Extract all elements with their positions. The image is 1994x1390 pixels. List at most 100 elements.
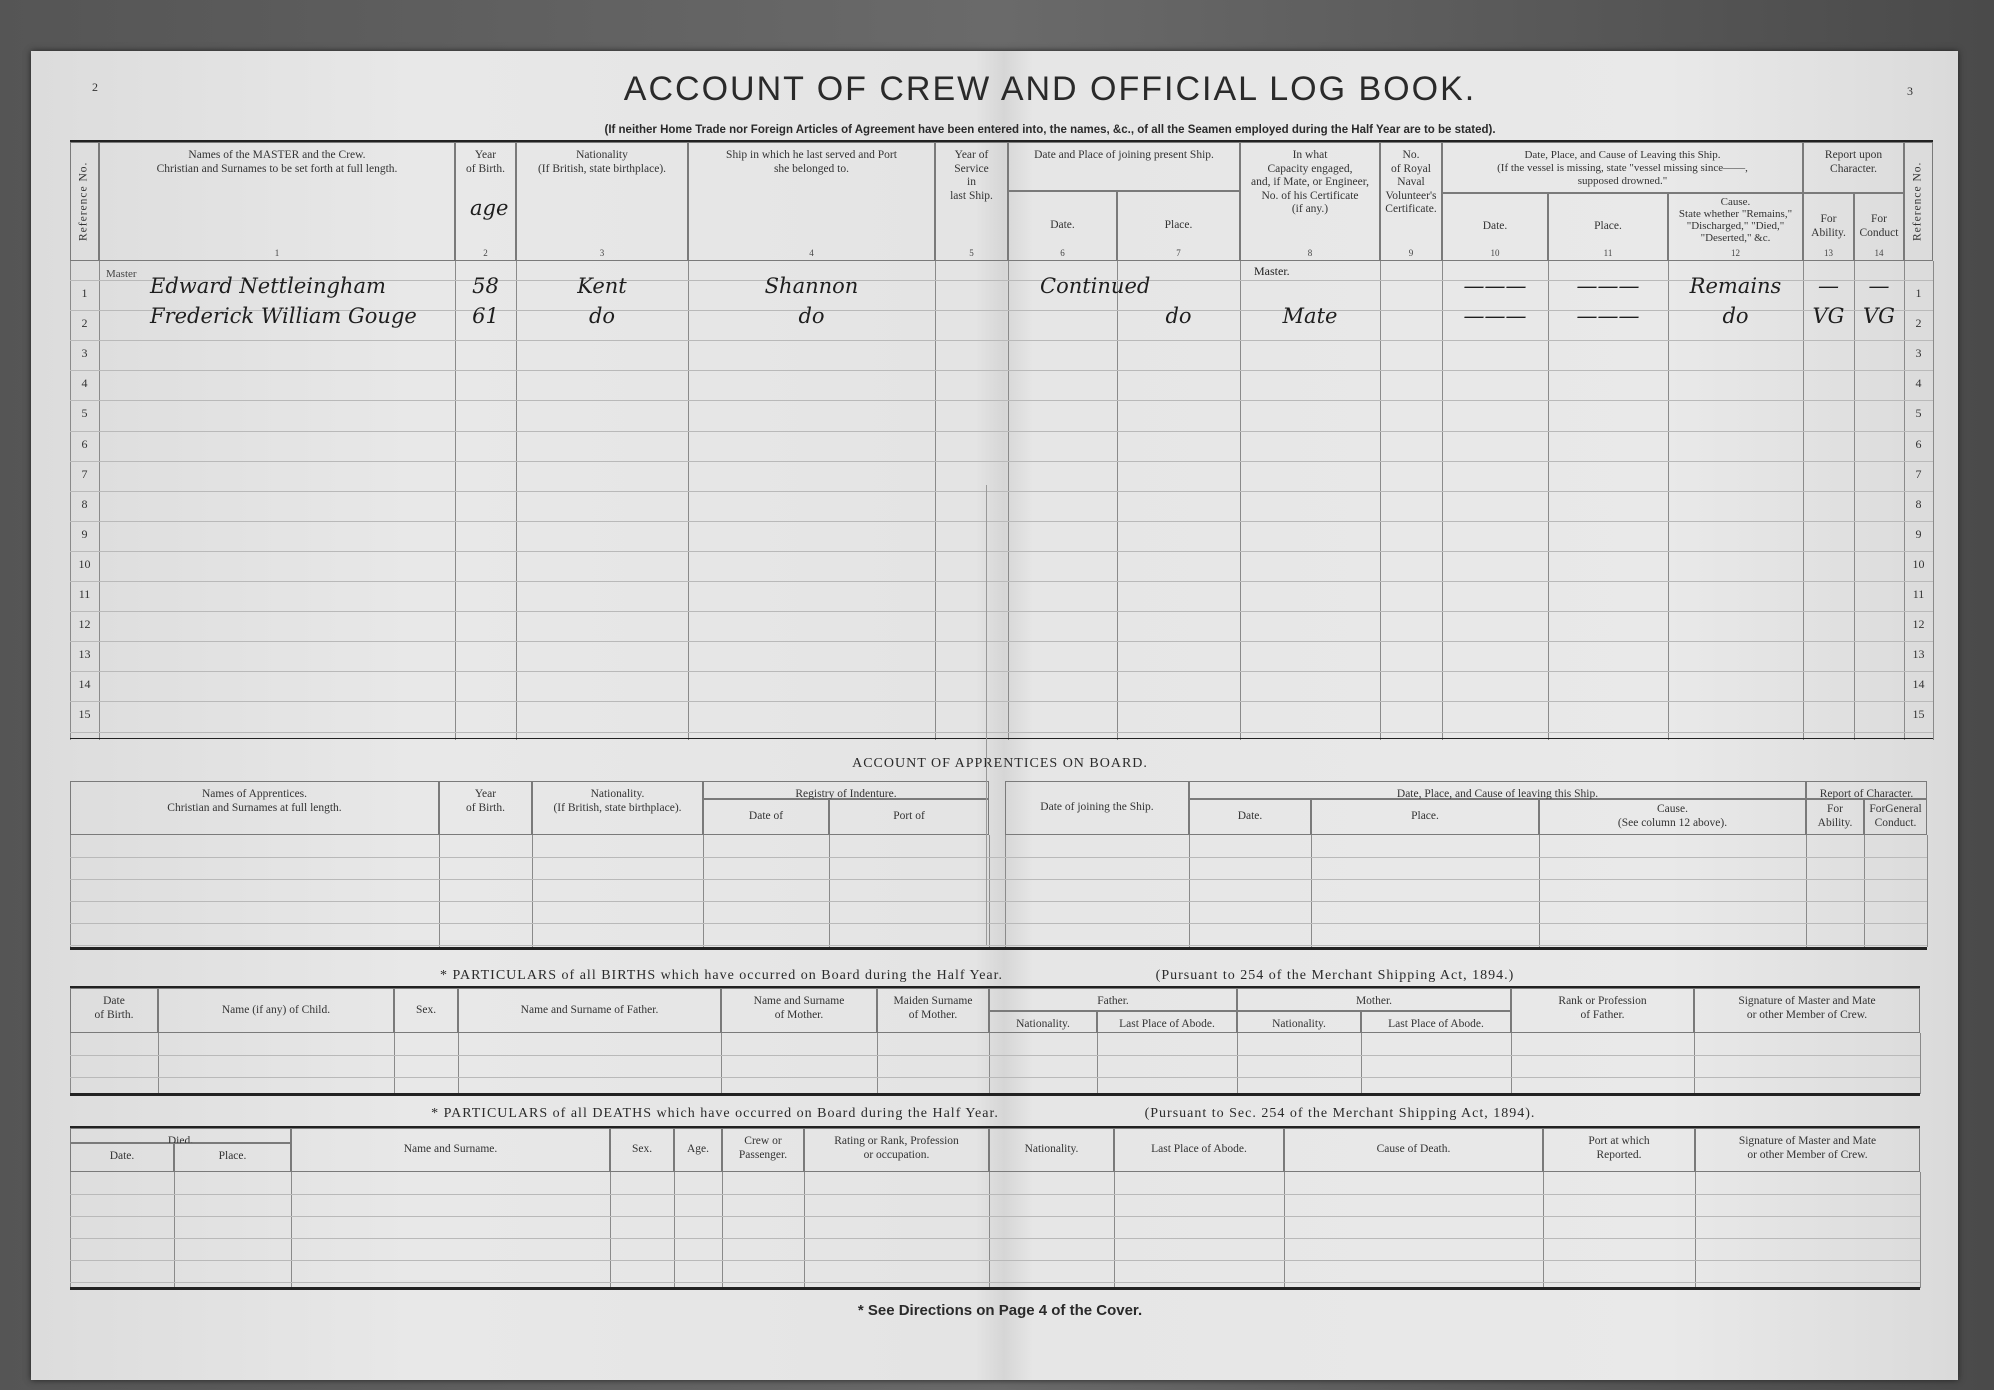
- column-rule: [394, 1033, 395, 1094]
- column-rule: [610, 1172, 611, 1288]
- row-ref-number-right: 7: [1915, 466, 1922, 481]
- column-rule: [291, 1172, 292, 1288]
- crew-table-bottom-rule: [70, 738, 1933, 739]
- crew-nationality: Kent: [577, 274, 627, 298]
- column-rule: [804, 1172, 805, 1288]
- apprentice-leave-date-header: Date.: [1189, 799, 1311, 835]
- year-of-birth-header: Year of Birth.: [455, 142, 516, 261]
- apprentice-cause-header: Cause. (See column 12 above).: [1539, 799, 1806, 835]
- port-reported-header: Port at which Reported.: [1543, 1128, 1695, 1172]
- death-signature-header: Signature of Master and Mate or other Me…: [1695, 1128, 1920, 1172]
- column-number: 11: [1603, 248, 1613, 258]
- deaths-top-rule: [70, 1126, 1920, 1129]
- column-rule: [877, 1033, 878, 1094]
- father-abode-header: Last Place of Abode.: [1097, 1011, 1237, 1033]
- row-rule: [70, 945, 1927, 946]
- crew-table-top-rule: [70, 140, 1933, 143]
- column-rule: [455, 261, 456, 740]
- paper-sheet: [31, 51, 1958, 1380]
- column-rule: [1008, 261, 1009, 740]
- age-annotation: age: [470, 196, 509, 220]
- row-rule: [70, 581, 1933, 582]
- row-rule: [70, 490, 1933, 492]
- crew-name: Edward Nettleingham: [150, 274, 386, 298]
- reference-no-header: Reference No.: [70, 142, 99, 261]
- crew-capacity: Mate: [1282, 304, 1338, 328]
- row-ref-number-right: 1: [1915, 286, 1922, 300]
- row-ref-number: 12: [78, 617, 91, 632]
- row-ref-number: 1: [81, 286, 88, 300]
- column-rule: [1904, 261, 1905, 740]
- row-rule: [70, 550, 1933, 552]
- father-name-header: Name and Surname of Father.: [458, 988, 721, 1033]
- registry-date-header: Date of: [703, 799, 829, 835]
- crew-leave-date: ———: [1463, 304, 1527, 328]
- column-rule: [1361, 1033, 1362, 1094]
- row-rule: [70, 1282, 1920, 1283]
- rnv-certificate-header: No. of Royal Naval Volunteer's Certifica…: [1380, 142, 1442, 261]
- row-rule: [70, 901, 1927, 902]
- column-rule: [99, 261, 100, 740]
- column-number: 1: [274, 248, 280, 258]
- died-group-header: Died.: [70, 1128, 291, 1147]
- row-rule: [70, 1238, 1920, 1239]
- column-rule: [989, 1172, 990, 1288]
- child-name-header: Name (if any) of Child.: [158, 988, 394, 1033]
- column-rule: [989, 835, 990, 947]
- death-name-header: Name and Surname.: [291, 1128, 610, 1172]
- column-rule: [532, 835, 533, 947]
- column-number: 8: [1307, 248, 1313, 258]
- death-nationality-header: Nationality.: [989, 1128, 1114, 1172]
- row-ref-number: 13: [78, 647, 91, 662]
- crew-ability: —: [1818, 274, 1839, 298]
- row-ref-number: 3: [81, 346, 88, 361]
- crew-conduct: VG: [1863, 304, 1895, 328]
- deaths-title: * PARTICULARS of all DEATHS which have o…: [431, 1106, 999, 1121]
- column-rule: [1803, 261, 1804, 740]
- column-rule: [1539, 835, 1540, 947]
- death-sex-header: Sex.: [610, 1128, 674, 1172]
- row-rule: [70, 520, 1933, 522]
- column-rule: [439, 835, 440, 947]
- row-rule: [70, 1077, 1920, 1078]
- row-ref-number: 2: [81, 316, 88, 331]
- row-ref-number-right: 8: [1915, 496, 1922, 511]
- column-rule: [1806, 835, 1807, 947]
- names-header: Names of the MASTER and the Crew. Christ…: [99, 142, 455, 261]
- column-rule: [70, 835, 71, 947]
- row-rule: [70, 370, 1933, 372]
- row-ref-number-right: 2: [1915, 316, 1922, 331]
- row-rule: [70, 641, 1933, 643]
- birth-sex-header: Sex.: [394, 988, 458, 1033]
- column-rule: [1920, 1172, 1921, 1288]
- mother-abode-header: Last Place of Abode.: [1361, 1011, 1511, 1033]
- deaths-pursuant: (Pursuant to Sec. 254 of the Merchant Sh…: [1144, 1106, 1536, 1121]
- column-rule: [1114, 1172, 1115, 1288]
- row-ref-number-right: 11: [1912, 587, 1925, 601]
- column-rule: [1548, 261, 1549, 740]
- join-place-header: Place.: [1117, 191, 1240, 261]
- leave-date-header: Date.: [1442, 193, 1548, 261]
- column-rule: [1442, 261, 1443, 740]
- apprentice-ability-header: For Ability.: [1806, 799, 1864, 835]
- column-rule: [1284, 1172, 1285, 1288]
- registry-group-header: Registry of Indenture.: [703, 781, 989, 800]
- cause-header: Cause. State whether "Remains," "Dischar…: [1668, 193, 1803, 261]
- column-number: 7: [1176, 248, 1181, 258]
- ability-header: For Ability.: [1803, 193, 1854, 261]
- column-rule: [1933, 261, 1934, 740]
- nationality-header: Nationality (If British, state birthplac…: [516, 142, 688, 261]
- row-rule: [70, 340, 1933, 342]
- column-number: 10: [1490, 248, 1500, 258]
- capacity-header: In what Capacity engaged, and, if Mate, …: [1240, 142, 1380, 261]
- crew-conduct: —: [1868, 274, 1890, 298]
- row-ref-number-right: 15: [1912, 707, 1925, 722]
- row-rule: [70, 400, 1933, 402]
- row-rule: [70, 879, 1927, 880]
- column-rule: [1668, 261, 1669, 740]
- row-rule: [70, 857, 1927, 858]
- father-group-header: Father.: [989, 988, 1237, 1011]
- row-rule: [70, 701, 1933, 703]
- row-rule: [70, 460, 1933, 462]
- column-rule: [516, 261, 517, 740]
